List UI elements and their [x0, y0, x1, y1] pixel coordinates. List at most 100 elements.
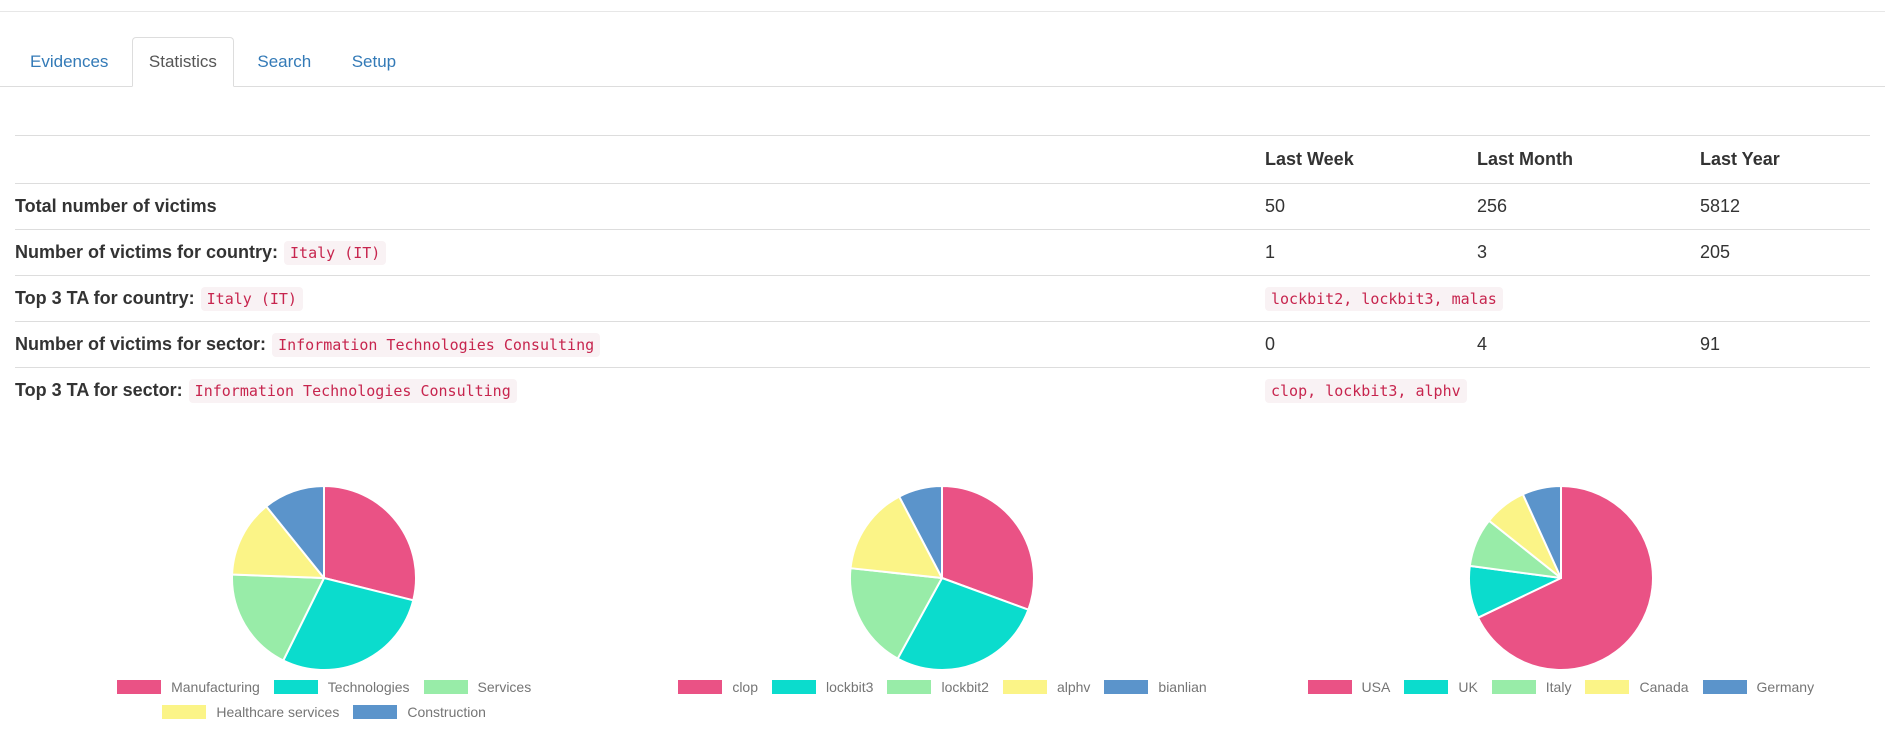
- top-divider: [0, 0, 1885, 12]
- legend-item-lockbit3[interactable]: lockbit3: [772, 679, 873, 695]
- legend-label: clop: [732, 679, 758, 695]
- legend-label: Canada: [1639, 679, 1689, 695]
- pie-slice-USA[interactable]: [1476, 485, 1654, 671]
- legend-label: Italy: [1545, 679, 1572, 695]
- code-badge: Italy (IT): [200, 287, 303, 311]
- pie-slice-clop[interactable]: [941, 485, 1036, 611]
- code-badge: clop, lockbit3, alphv: [1265, 379, 1467, 403]
- legend-label: UK: [1458, 679, 1478, 695]
- pie-chart-victims-by-country: USA UK Italy Canada Germany: [1252, 483, 1870, 729]
- tab-setup-label[interactable]: Setup: [351, 52, 397, 71]
- legend-swatch: [117, 680, 162, 694]
- tab-statistics[interactable]: Statistics: [131, 37, 234, 87]
- legend-label: lockbit3: [826, 679, 874, 695]
- legend-swatch: [1404, 680, 1449, 694]
- main-content: Last Week Last Month Last Year Total num…: [0, 135, 1885, 729]
- tab-statistics-label[interactable]: Statistics: [131, 37, 234, 87]
- row-label-cell: Top 3 TA for country: Italy (IT): [15, 275, 1257, 322]
- value-cell: 91: [1692, 321, 1870, 368]
- value-cell: 205: [1692, 229, 1870, 276]
- legend-swatch: [772, 680, 816, 694]
- victims-by-threat-actor-legend: clop lockbit3 lockbit2 alphv bianlian: [671, 679, 1213, 704]
- pie-slice-Technologies[interactable]: [282, 577, 415, 671]
- legend-swatch: [887, 680, 932, 694]
- legend-swatch: [423, 680, 468, 694]
- row-label-cell: Number of victims for sector: Information…: [15, 321, 1257, 368]
- victims-by-sector-legend: Manufacturing Technologies Services Healthc…: [34, 679, 614, 729]
- legend-label: lockbit2: [941, 679, 989, 695]
- legend-label: bianlian: [1158, 679, 1207, 695]
- row-label-cell: Total number of victims: [15, 184, 1257, 230]
- legend-label: Manufacturing: [171, 679, 260, 695]
- tab-search-label[interactable]: Search: [257, 52, 312, 71]
- tab-evidences[interactable]: Evidences: [13, 37, 125, 87]
- code-badge: Italy (IT): [284, 241, 387, 265]
- victims-by-country-pie[interactable]: [1466, 483, 1656, 673]
- table-row: Top 3 TA for country: Italy (IT) lockbit2,…: [15, 275, 1870, 322]
- tab-setup[interactable]: Setup: [335, 37, 413, 87]
- legend-swatch: [1585, 680, 1630, 694]
- victims-by-sector-pie[interactable]: [229, 483, 419, 673]
- legend-label: USA: [1361, 679, 1391, 695]
- legend-label: Germany: [1756, 679, 1815, 695]
- legend-item-USA[interactable]: USA: [1307, 679, 1391, 695]
- legend-label: Healthcare services: [216, 704, 340, 720]
- pie-slice-lockbit2[interactable]: [849, 567, 944, 660]
- legend-item-Healthcare services[interactable]: Healthcare services: [162, 704, 339, 720]
- legend-swatch: [1307, 680, 1352, 694]
- pie-chart-victims-by-threat-actor: clop lockbit3 lockbit2 alphv bianlian: [633, 483, 1251, 729]
- legend-item-Services[interactable]: Services: [423, 679, 531, 695]
- pie-slice-Germany[interactable]: [1521, 485, 1562, 579]
- legend-swatch: [1104, 680, 1149, 694]
- pie-slice-bianlian[interactable]: [898, 485, 944, 579]
- victims-by-threat-actor-pie[interactable]: [847, 483, 1037, 673]
- pie-slice-Services[interactable]: [231, 573, 326, 662]
- legend-item-Italy[interactable]: Italy: [1491, 679, 1572, 695]
- value-cell: lockbit2, lockbit3, malas: [1257, 275, 1503, 322]
- column-header-last-month: Last Month: [1469, 135, 1692, 184]
- pie-slice-Construction[interactable]: [265, 485, 326, 579]
- legend-item-UK[interactable]: UK: [1404, 679, 1478, 695]
- legend-item-clop[interactable]: clop: [678, 679, 758, 695]
- legend-item-Germany[interactable]: Germany: [1702, 679, 1815, 695]
- value-cell: clop, lockbit3, alphv: [1257, 367, 1469, 413]
- value-cell: 4: [1469, 321, 1692, 368]
- legend-swatch: [162, 705, 207, 719]
- legend-item-alphv[interactable]: alphv: [1002, 679, 1091, 695]
- legend-swatch: [1491, 680, 1536, 694]
- pie-slice-alphv[interactable]: [850, 495, 944, 579]
- row-label: Top 3 TA for sector:: [15, 380, 183, 400]
- tab-search[interactable]: Search: [240, 37, 328, 87]
- code-badge: Information Technologies Consulting: [272, 333, 601, 357]
- charts-row: Manufacturing Technologies Services Healthc…: [15, 483, 1870, 729]
- tab-bar: Evidences Statistics Search Setup: [0, 37, 1885, 87]
- column-header-empty: [15, 135, 1257, 184]
- legend-swatch: [1002, 680, 1047, 694]
- legend-item-Canada[interactable]: Canada: [1585, 679, 1689, 695]
- table-row: Number of victims for sector: Information…: [15, 321, 1870, 368]
- pie-slice-Healthcare services[interactable]: [231, 505, 326, 579]
- value-cell: 3: [1469, 229, 1692, 276]
- value-cell: [1469, 275, 1692, 322]
- table-row: Number of victims for country: Italy (IT)…: [15, 229, 1870, 276]
- legend-swatch: [353, 705, 398, 719]
- value-cell: [1469, 367, 1692, 413]
- value-cell: [1692, 275, 1870, 322]
- legend-item-lockbit2[interactable]: lockbit2: [887, 679, 989, 695]
- value-cell: 256: [1477, 196, 1508, 216]
- pie-slice-Manufacturing[interactable]: [323, 485, 418, 602]
- row-label-cell: Number of victims for country: Italy (IT): [15, 229, 1257, 276]
- legend-item-Technologies[interactable]: Technologies: [273, 679, 410, 695]
- tab-evidences-label[interactable]: Evidences: [30, 52, 109, 71]
- value-cell: [1692, 367, 1870, 413]
- legend-label: alphv: [1056, 679, 1091, 695]
- pie-chart-victims-by-sector: Manufacturing Technologies Services Healthc…: [15, 483, 633, 729]
- legend-item-Manufacturing[interactable]: Manufacturing: [117, 679, 260, 695]
- legend-item-bianlian[interactable]: bianlian: [1104, 679, 1207, 695]
- legend-swatch: [273, 680, 318, 694]
- column-header-last-week: Last Week: [1257, 135, 1469, 184]
- value-cell: 1: [1257, 229, 1469, 276]
- row-label: Top 3 TA for country:: [15, 288, 195, 308]
- code-badge: Information Technologies Consulting: [188, 379, 517, 403]
- legend-item-Construction[interactable]: Construction: [353, 704, 486, 720]
